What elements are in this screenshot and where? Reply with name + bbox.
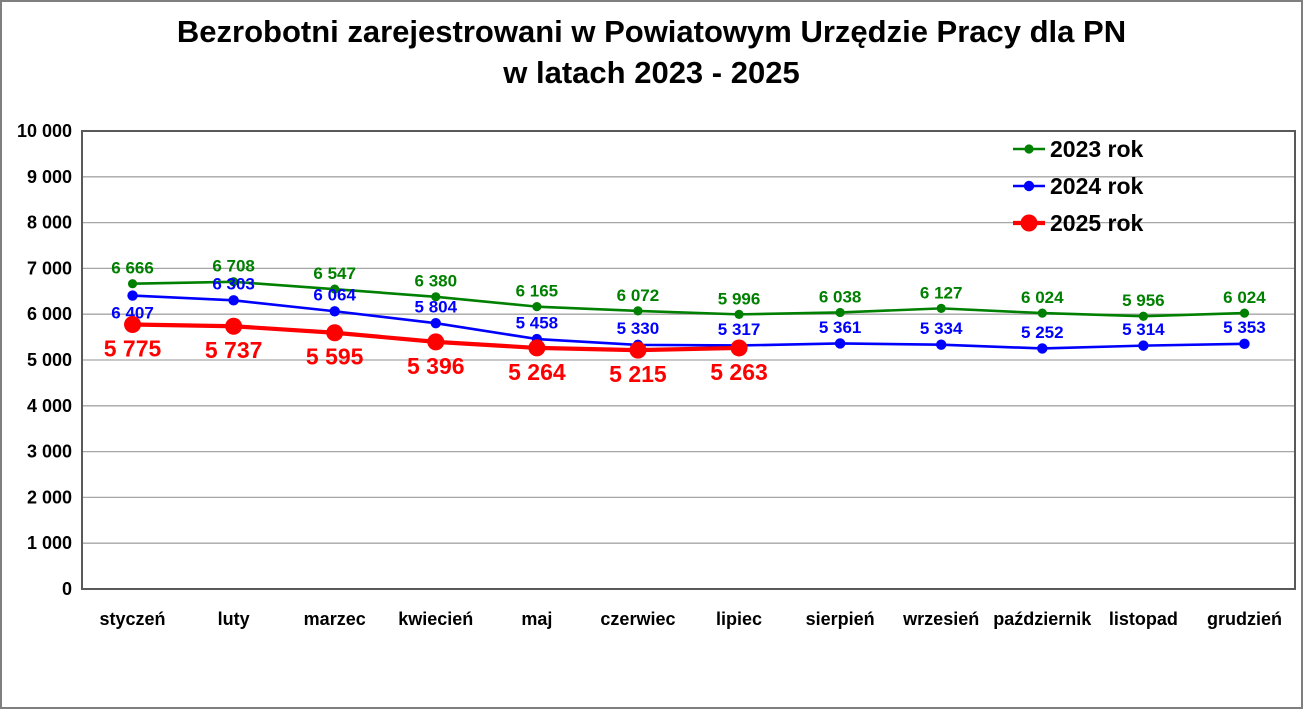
data-label: 6 407 (111, 303, 154, 322)
chart-title-line2: w latach 2023 - 2025 (503, 54, 800, 90)
y-axis-tick-label: 2 000 (27, 487, 72, 507)
y-axis-tick-label: 3 000 (27, 442, 72, 462)
data-point (1037, 343, 1048, 354)
plot-area-border (81, 130, 1296, 590)
data-label: 5 396 (407, 353, 465, 379)
y-axis-tick-label: 1 000 (27, 533, 72, 553)
y-axis-tick-label: 9 000 (27, 167, 72, 187)
data-label: 6 038 (819, 287, 862, 306)
data-point (936, 303, 946, 313)
y-axis-tick-label: 8 000 (27, 213, 72, 233)
data-point (633, 306, 643, 316)
series-line-2024-rok (132, 294, 1245, 350)
x-axis-category-label: luty (218, 609, 250, 629)
data-point (1037, 308, 1047, 318)
x-axis-category-label: listopad (1109, 609, 1178, 629)
data-label: 5 595 (306, 344, 364, 370)
y-axis-tick-label: 6 000 (27, 304, 72, 324)
y-axis-tick-label: 10 000 (17, 121, 72, 141)
x-axis-category-label: październik (993, 609, 1092, 629)
data-label: 5 956 (1122, 291, 1165, 310)
data-label: 5 458 (516, 313, 559, 332)
data-label: 5 353 (1223, 318, 1266, 337)
x-axis-category-label: grudzień (1207, 609, 1282, 629)
data-point (1239, 338, 1250, 350)
data-point (528, 339, 546, 357)
data-point (629, 341, 647, 359)
x-axis-category-label: styczeń (100, 609, 166, 629)
data-label: 5 775 (104, 336, 162, 362)
legend-key-marker (1020, 214, 1038, 232)
data-label: 5 263 (710, 359, 768, 385)
data-label: 5 361 (819, 318, 862, 337)
x-axis-category-label: marzec (304, 609, 366, 629)
x-axis-category-label: czerwiec (600, 609, 675, 629)
data-label: 6 165 (516, 282, 559, 301)
data-label: 6 064 (313, 286, 356, 305)
data-label: 5 804 (415, 297, 458, 316)
data-point (1239, 308, 1250, 318)
data-label: 5 737 (205, 337, 263, 363)
data-point (835, 307, 845, 318)
y-axis-tick-label: 4 000 (27, 396, 72, 416)
data-point (1138, 340, 1149, 351)
data-point (225, 317, 243, 335)
legend-item-label: 2023 rok (1050, 136, 1144, 162)
data-point (734, 309, 744, 319)
data-label: 5 330 (617, 319, 660, 338)
data-label: 6 380 (415, 272, 458, 291)
data-point (430, 317, 441, 329)
y-axis-tick-label: 5 000 (27, 350, 72, 370)
legend-item-label: 2024 rok (1050, 173, 1144, 199)
data-label: 6 024 (1021, 288, 1064, 307)
chart-title-line1: Bezrobotni zarejestrowani w Powiatowym U… (176, 14, 1127, 49)
data-label: 5 314 (1122, 320, 1165, 339)
data-label: 6 127 (920, 283, 963, 302)
data-point (1138, 311, 1148, 321)
data-label: 5 264 (508, 359, 566, 385)
data-label: 5 317 (718, 320, 761, 339)
data-point (330, 284, 340, 294)
data-point (329, 306, 340, 317)
data-point (326, 324, 344, 342)
y-axis-tick-label: 7 000 (27, 258, 72, 278)
chart-title: Bezrobotni zarejestrowani w Powiatowym U… (2, 12, 1301, 94)
x-axis-category-label: lipiec (716, 609, 762, 629)
legend-key-marker (1024, 144, 1034, 154)
data-label: 6 303 (212, 275, 255, 294)
data-point (834, 338, 846, 349)
data-label: 6 708 (212, 257, 255, 276)
x-axis-category-label: kwiecień (398, 609, 473, 629)
data-label: 5 252 (1021, 323, 1064, 342)
legend-item-label: 2025 rok (1050, 210, 1144, 236)
data-label: 6 072 (617, 286, 660, 305)
data-point (229, 277, 239, 287)
data-point (730, 339, 748, 357)
data-point (124, 316, 142, 334)
data-label: 5 334 (920, 319, 963, 338)
data-point (127, 290, 138, 301)
data-label: 6 547 (313, 264, 356, 283)
data-point (431, 292, 441, 302)
data-point (427, 333, 445, 351)
x-axis-category-label: maj (521, 609, 552, 629)
y-axis-tick-label: 0 (62, 579, 72, 599)
data-label: 6 666 (111, 259, 154, 278)
legend-key-marker (1023, 180, 1035, 192)
data-label: 6 024 (1223, 288, 1266, 307)
data-label: 5 996 (718, 289, 761, 308)
data-point (228, 295, 239, 306)
data-point (127, 279, 138, 289)
data-point (936, 339, 947, 350)
data-point (532, 302, 542, 312)
x-axis-category-label: wrzesień (902, 609, 979, 629)
data-label: 5 215 (609, 361, 667, 387)
series-line-2023-rok (132, 280, 1245, 318)
x-axis-category-label: sierpień (806, 609, 875, 629)
